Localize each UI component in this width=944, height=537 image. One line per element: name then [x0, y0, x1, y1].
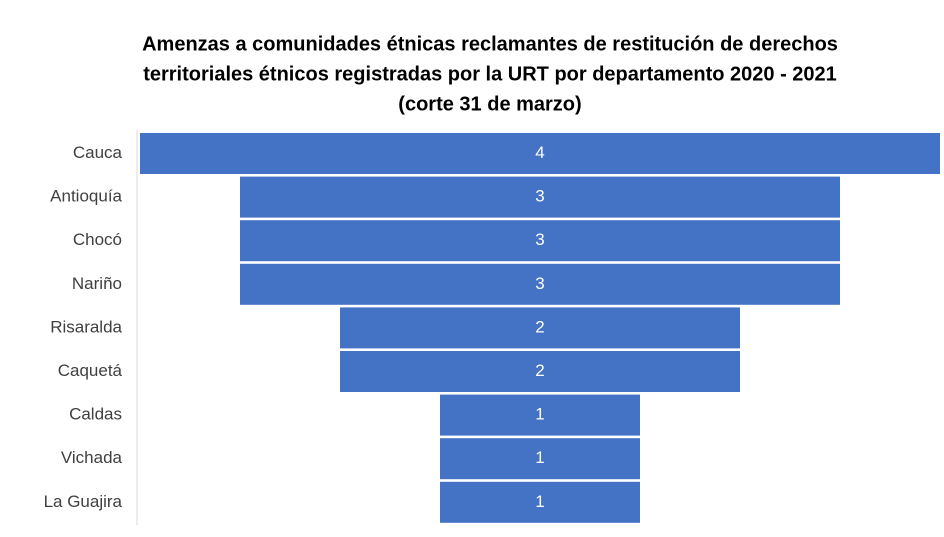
category-label: Chocó — [73, 230, 122, 249]
data-label: 3 — [535, 230, 544, 249]
data-label: 3 — [535, 274, 544, 293]
data-label: 1 — [535, 492, 544, 511]
data-label: 2 — [535, 361, 544, 380]
category-label: Nariño — [72, 274, 122, 293]
category-label: Cauca — [73, 143, 123, 162]
data-label: 4 — [535, 143, 544, 162]
bar — [240, 263, 840, 305]
bar — [340, 351, 740, 392]
data-label: 1 — [535, 448, 544, 467]
chart-title: (corte 31 de marzo) — [398, 93, 581, 115]
bar — [440, 438, 640, 480]
data-label: 3 — [535, 187, 544, 206]
bar — [240, 220, 840, 262]
chart-title: Amenzas a comunidades étnicas reclamante… — [142, 33, 838, 55]
category-label: Risaralda — [50, 317, 122, 336]
category-label: Caquetá — [58, 361, 123, 380]
data-label: 1 — [535, 405, 544, 424]
category-label: La Guajira — [44, 492, 123, 511]
category-label: Caldas — [69, 405, 122, 424]
data-label: 2 — [535, 317, 544, 336]
bar — [440, 481, 640, 523]
bar — [240, 176, 840, 218]
chart-title: territoriales étnicos registradas por la… — [143, 63, 837, 85]
bar — [340, 307, 740, 349]
bar — [440, 394, 640, 436]
category-label: Antioquía — [50, 187, 122, 206]
category-label: Vichada — [61, 448, 123, 467]
bar — [140, 133, 940, 174]
